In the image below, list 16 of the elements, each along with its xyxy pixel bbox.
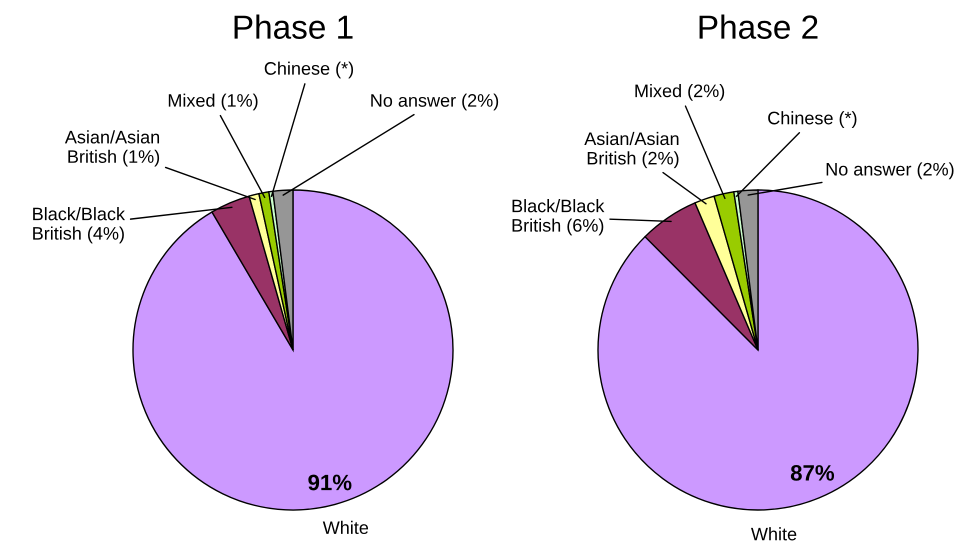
- slice-label: Black/Black British (4%): [33, 207, 126, 244]
- slice-label: Black/Black British (6%): [512, 199, 604, 236]
- slice-label: Chinese (*): [264, 62, 354, 78]
- slice-label: No answer (2%): [826, 162, 954, 180]
- slice-label: Chinese (*): [768, 111, 856, 128]
- chart-title: Phase 1: [234, 14, 353, 39]
- data-label: 87%: [790, 465, 834, 481]
- slice-label: White: [751, 527, 796, 540]
- data-label: 91%: [308, 474, 352, 490]
- chart-title: Phase 2: [700, 14, 818, 39]
- slice-label: White: [322, 520, 368, 534]
- slice-label: Mixed (1%): [168, 94, 258, 110]
- slice-label: Mixed (2%): [635, 84, 724, 101]
- slice-label: Asian/Asian British (2%): [584, 132, 678, 168]
- slice-label: No answer (2%): [371, 94, 498, 110]
- slice-label: Asian/Asian British (1%): [64, 130, 160, 167]
